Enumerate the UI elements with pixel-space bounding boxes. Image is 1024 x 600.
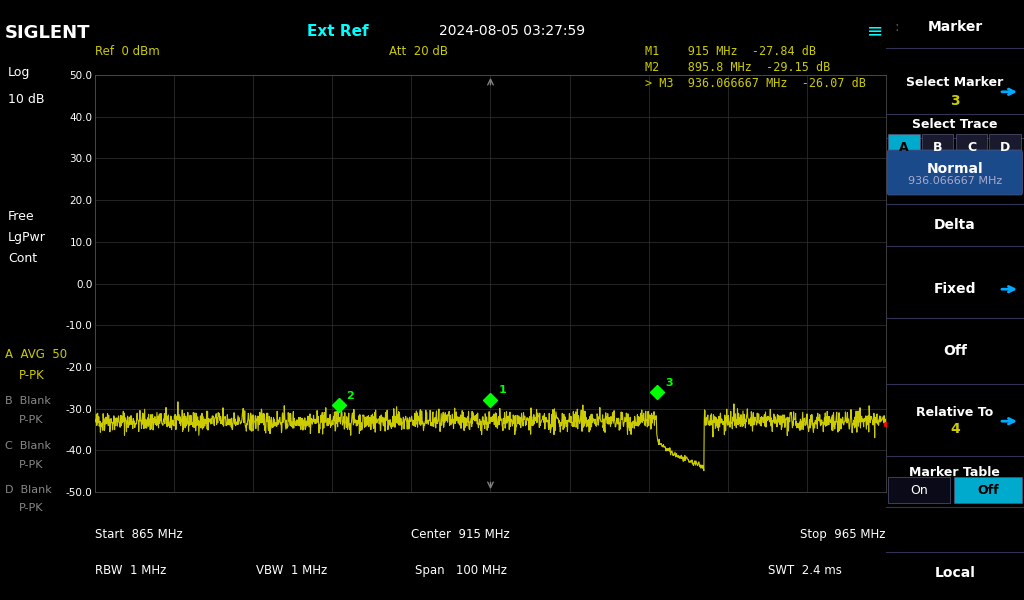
Text: M2    895.8 MHz  -29.15 dB: M2 895.8 MHz -29.15 dB — [645, 61, 830, 74]
Text: Local: Local — [935, 566, 975, 580]
Text: 10 dB: 10 dB — [8, 93, 45, 106]
Text: Select Marker: Select Marker — [906, 76, 1004, 89]
Text: Select Trace: Select Trace — [912, 118, 997, 131]
Text: Cont: Cont — [8, 252, 37, 265]
Text: Start  865 MHz: Start 865 MHz — [95, 528, 183, 541]
Text: VBW  1 MHz: VBW 1 MHz — [256, 564, 328, 577]
Text: M1    915 MHz  -27.84 dB: M1 915 MHz -27.84 dB — [645, 45, 816, 58]
Text: A  AVG  50: A AVG 50 — [5, 348, 68, 361]
Text: C  Blank: C Blank — [5, 441, 51, 451]
Text: SIGLENT: SIGLENT — [5, 24, 90, 42]
Text: Off: Off — [943, 344, 967, 358]
Text: Ext Ref: Ext Ref — [307, 24, 369, 39]
Text: Relative To: Relative To — [916, 406, 993, 419]
FancyBboxPatch shape — [955, 134, 987, 161]
Text: 936.066667 MHz: 936.066667 MHz — [907, 176, 1002, 186]
Text: Marker Table: Marker Table — [909, 466, 1000, 479]
Text: Stop  965 MHz: Stop 965 MHz — [801, 528, 886, 541]
Text: P-PK: P-PK — [18, 503, 43, 513]
Text: > M3  936.066667 MHz  -26.07 dB: > M3 936.066667 MHz -26.07 dB — [645, 77, 866, 91]
Text: 1: 1 — [499, 385, 506, 395]
Text: D  Blank: D Blank — [5, 485, 52, 495]
Text: On: On — [910, 484, 928, 497]
Text: 2: 2 — [346, 391, 354, 401]
Text: A: A — [899, 141, 908, 154]
FancyBboxPatch shape — [887, 150, 1023, 195]
Text: SWT  2.4 ms: SWT 2.4 ms — [768, 564, 842, 577]
Text: C: C — [967, 141, 976, 154]
Text: P-PK: P-PK — [18, 369, 44, 382]
Text: P-PK: P-PK — [18, 415, 43, 425]
FancyBboxPatch shape — [989, 134, 1021, 161]
FancyBboxPatch shape — [922, 134, 953, 161]
Text: Off: Off — [977, 484, 998, 497]
Text: D: D — [1000, 141, 1011, 154]
Text: Log: Log — [8, 66, 31, 79]
Text: Att  20 dB: Att 20 dB — [389, 45, 449, 58]
Text: 3: 3 — [950, 94, 959, 108]
Text: 3: 3 — [665, 378, 673, 388]
Text: 4: 4 — [950, 422, 959, 436]
Text: LgPwr: LgPwr — [8, 231, 46, 244]
Text: :: : — [895, 20, 899, 34]
Text: Free: Free — [8, 210, 35, 223]
Text: Ref  0 dBm: Ref 0 dBm — [95, 45, 160, 58]
Text: Marker: Marker — [928, 20, 982, 34]
Text: Center  915 MHz: Center 915 MHz — [412, 528, 510, 541]
Text: Delta: Delta — [934, 218, 976, 232]
Text: Fixed: Fixed — [934, 282, 976, 296]
Text: B  Blank: B Blank — [5, 396, 51, 406]
Text: RBW  1 MHz: RBW 1 MHz — [95, 564, 167, 577]
Text: B: B — [933, 141, 942, 154]
Text: Span   100 MHz: Span 100 MHz — [415, 564, 507, 577]
Text: ≡: ≡ — [867, 21, 884, 40]
FancyBboxPatch shape — [954, 477, 1022, 503]
Text: 2024-08-05 03:27:59: 2024-08-05 03:27:59 — [439, 24, 585, 38]
FancyBboxPatch shape — [888, 477, 950, 503]
Text: Normal: Normal — [927, 162, 983, 176]
FancyBboxPatch shape — [888, 134, 920, 161]
Text: P-PK: P-PK — [18, 460, 43, 470]
